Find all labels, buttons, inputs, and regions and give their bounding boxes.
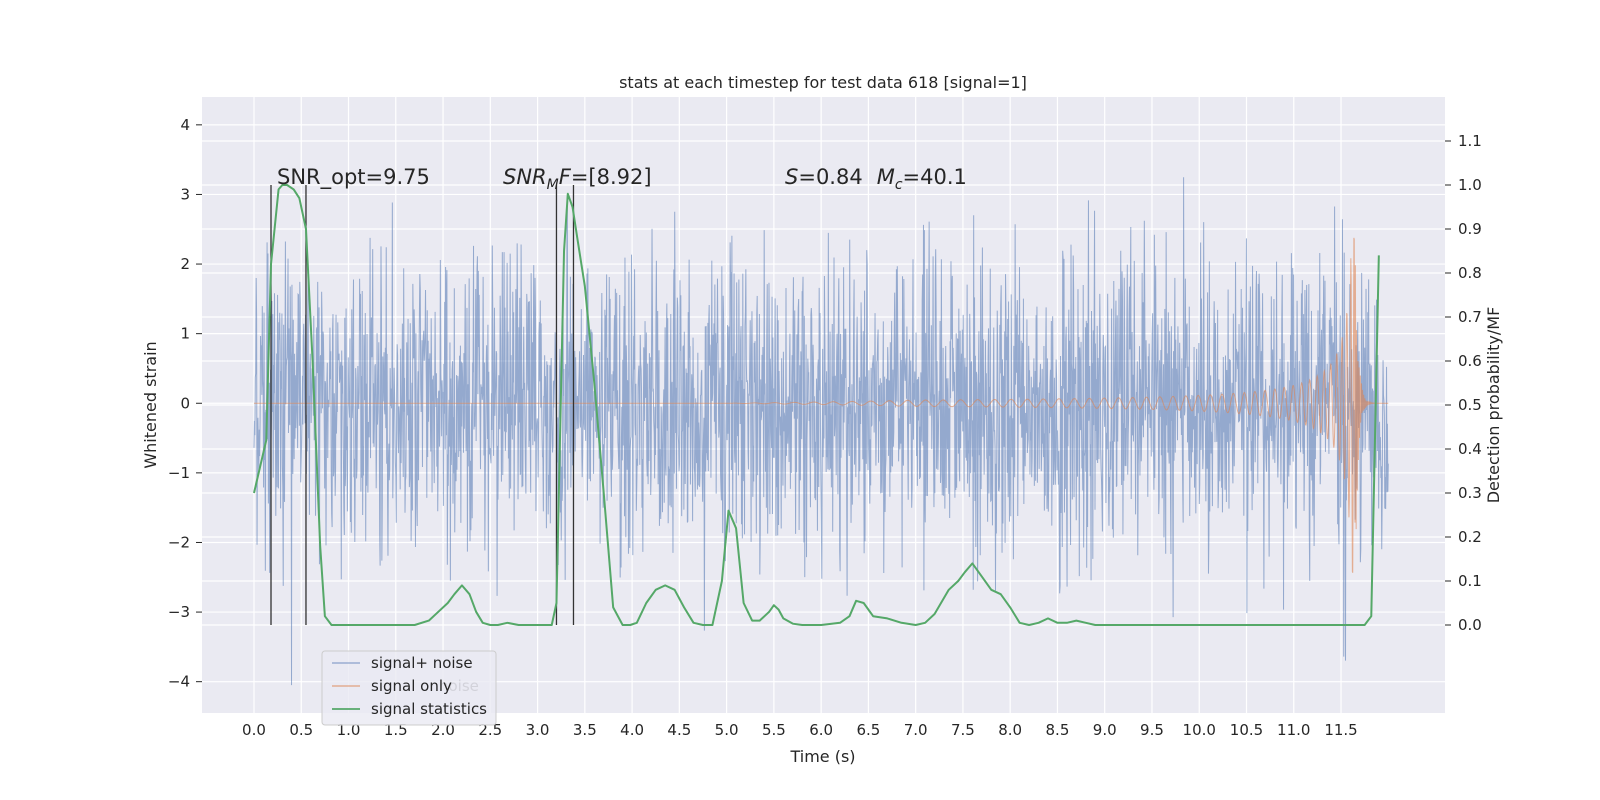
right-y-axis-label: Detection probability/MF [1484,307,1503,504]
snr-opt-annotation: SNR_opt=9.75 [277,165,430,190]
x-axis-ticks: 0.0 0.5 1.0 1.5 2.0 2.5 3.0 3.5 4.0 4.5 5.0 5.5 6.0 6… [242,721,1358,739]
legend-box [321,650,497,726]
right-y-tick-label: 0.3 [1458,484,1482,502]
x-tick-label: 6.0 [809,721,833,739]
legend: signal+ noise signal only noise signal s… [321,650,497,726]
signal-only-line [253,237,1389,573]
x-tick-label: 3.5 [573,721,597,739]
y-axis-label: Whitened strain [141,341,160,468]
signal-noise-line [253,177,1389,686]
right-y-tick-label: 0.2 [1458,528,1482,546]
x-tick-label: 5.5 [762,721,786,739]
y-tick-label: 1 [180,325,190,343]
chart-title: stats at each timestep for test data 618… [619,73,1027,92]
snr-mf-subscript: M [547,177,559,193]
right-y-tick-label: 0.5 [1458,396,1482,414]
right-y-axis-ticks: 0.0 0.1 0.2 0.3 0.4 0.5 0.6 0.7 0.8 0.9 1.0 1.1 [1445,132,1482,634]
snr-mf-prefix: SNR [503,165,547,189]
mc-value: =40.1 [903,165,967,189]
plot-area [202,97,1445,713]
x-tick-label: 9.5 [1140,721,1164,739]
right-y-tick-label: 0.7 [1458,308,1482,326]
legend-label-signal-noise: signal+ noise [371,654,473,672]
x-tick-label: 4.5 [667,721,691,739]
y-tick-label: −4 [168,673,190,691]
snr-mf-f: F [559,165,572,189]
legend-label-signal-statistics: signal statistics [371,700,487,718]
right-y-tick-label: 0.6 [1458,352,1482,370]
x-tick-label: 0.5 [289,721,313,739]
y-tick-label: 4 [180,116,190,134]
x-tick-label: 9.0 [1093,721,1117,739]
x-tick-label: 8.0 [998,721,1022,739]
right-y-tick-label: 0.1 [1458,572,1482,590]
y-tick-label: −2 [168,533,190,551]
signal-noise-series [253,177,1389,686]
y-tick-label: 2 [180,255,190,273]
signal-statistics-series [253,184,1380,626]
y-tick-label: −3 [168,603,190,621]
right-y-tick-label: 1.0 [1458,176,1482,194]
grid [202,97,1445,713]
x-tick-label: 11.5 [1324,721,1357,739]
y-tick-label: 0 [180,394,190,412]
s-prefix: S [785,165,798,189]
y-tick-label: 3 [180,185,190,203]
legend-label-signal-only: signal only [371,677,452,695]
x-tick-label: 7.5 [951,721,975,739]
mc-prefix: M [877,165,895,189]
right-y-tick-label: 0.4 [1458,440,1482,458]
signal-only-series [253,237,1389,573]
right-y-tick-label: 0.0 [1458,616,1482,634]
x-tick-label: 3.0 [526,721,550,739]
y-axis-ticks: −4 −3 −2 −1 0 1 2 3 4 [168,116,202,691]
x-tick-label: 7.0 [904,721,928,739]
legend-ghost-text: noise [439,677,479,695]
signal-statistics-line [253,184,1380,626]
s-value: =0.84 [798,165,862,189]
x-tick-label: 10.0 [1183,721,1216,739]
right-y-tick-label: 0.8 [1458,264,1482,282]
y-tick-label: −1 [168,464,190,482]
x-tick-label: 6.5 [856,721,880,739]
s-mc-annotation: S=0.84 Mc=40.1 [785,165,967,193]
mc-subscript: c [895,177,903,193]
snr-mf-value: =[8.92] [571,165,652,189]
x-tick-label: 11.0 [1277,721,1310,739]
marker-lines [270,185,575,625]
snr-mf-annotation: SNRMF=[8.92] [503,165,652,193]
x-tick-label: 5.0 [715,721,739,739]
right-y-tick-label: 1.1 [1458,132,1482,150]
x-tick-label: 4.0 [620,721,644,739]
x-tick-label: 0.0 [242,721,266,739]
x-tick-label: 8.5 [1046,721,1070,739]
x-axis-label: Time (s) [789,747,855,766]
right-y-tick-label: 0.9 [1458,220,1482,238]
x-tick-label: 10.5 [1230,721,1263,739]
